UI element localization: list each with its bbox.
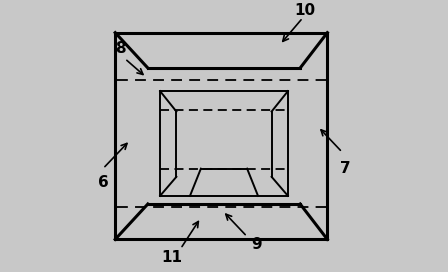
Text: 10: 10 bbox=[295, 3, 316, 18]
Text: 9: 9 bbox=[251, 237, 262, 252]
Text: 8: 8 bbox=[115, 41, 126, 57]
Text: 7: 7 bbox=[340, 161, 350, 176]
Text: 11: 11 bbox=[161, 249, 182, 265]
Text: 6: 6 bbox=[98, 175, 108, 190]
